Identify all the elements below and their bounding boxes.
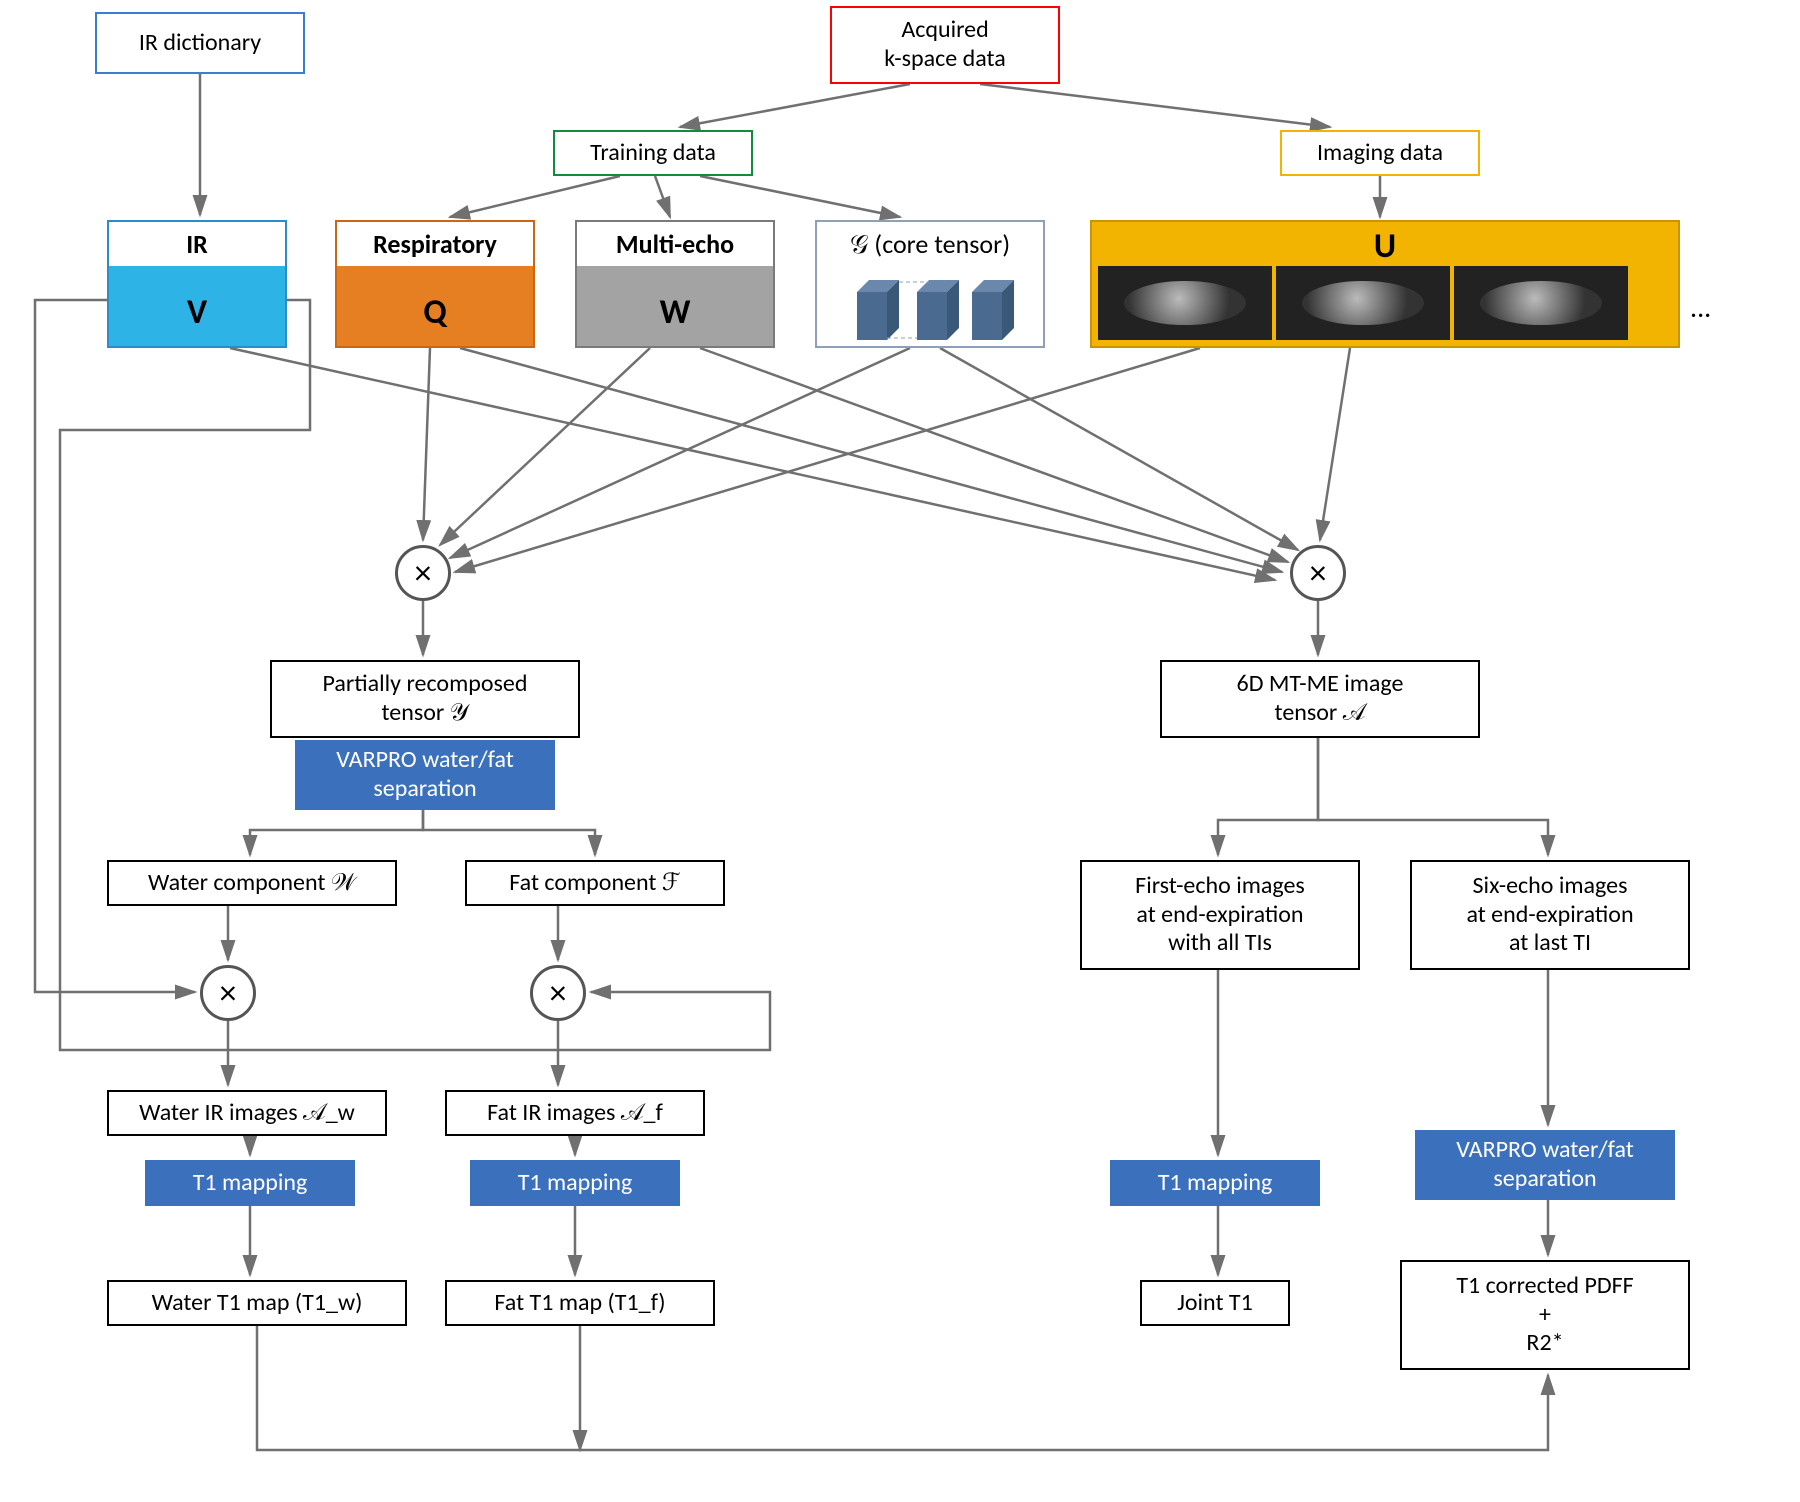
six-echo-node: Six-echo images at end-expiration at las…: [1410, 860, 1690, 970]
mri-thumb-1: [1098, 266, 1272, 340]
kspace-label: Acquired k-space data: [884, 16, 1006, 74]
resp-sym: Q: [337, 292, 533, 333]
resp-block: Respiratory Q: [335, 220, 535, 348]
t1map-water-node: T1 mapping: [145, 1160, 355, 1206]
core-block: 𝒢 (core tensor): [815, 220, 1045, 348]
water-comp-label: Water component 𝒲: [148, 869, 356, 898]
mult-water-icon: ×: [200, 965, 256, 1021]
water-comp-node: Water component 𝒲: [107, 860, 397, 906]
multi-hdr: Multi-echo: [577, 228, 773, 260]
sixd-label: 6D MT-ME image tensor 𝒜: [1237, 670, 1404, 728]
mult-left-icon: ×: [395, 545, 451, 601]
resp-hdr: Respiratory: [337, 228, 533, 260]
t1map-fat-label: T1 mapping: [518, 1169, 633, 1198]
varpro-left-node: VARPRO water/fat separation: [295, 740, 555, 810]
water-t1-node: Water T1 map (T1_w): [107, 1280, 407, 1326]
imaging-label: Imaging data: [1317, 139, 1443, 168]
t1map-fat-node: T1 mapping: [470, 1160, 680, 1206]
joint-t1-label: Joint T1: [1177, 1289, 1253, 1318]
fat-ir-label: Fat IR images 𝒜_f: [487, 1099, 663, 1128]
first-echo-label: First-echo images at end-expiration with…: [1135, 872, 1305, 958]
six-echo-label: Six-echo images at end-expiration at las…: [1466, 872, 1633, 958]
multi-block: Multi-echo W: [575, 220, 775, 348]
pdff-node: T1 corrected PDFF + R2*: [1400, 1260, 1690, 1370]
varpro-right-label: VARPRO water/fat separation: [1456, 1136, 1634, 1194]
ellipsis: ...: [1690, 290, 1711, 325]
varpro-right-node: VARPRO water/fat separation: [1415, 1130, 1675, 1200]
ir-dictionary-label: IR dictionary: [139, 29, 261, 58]
cube-icon: [847, 272, 1017, 346]
training-label: Training data: [590, 139, 716, 168]
mri-thumb-3: [1454, 266, 1628, 340]
fat-ir-node: Fat IR images 𝒜_f: [445, 1090, 705, 1136]
core-hdr: 𝒢 (core tensor): [817, 228, 1043, 261]
varpro-left-label: VARPRO water/fat separation: [336, 746, 514, 804]
mult-right-icon: ×: [1290, 545, 1346, 601]
fat-t1-node: Fat T1 map (T1_f): [445, 1280, 715, 1326]
fat-comp-label: Fat component ℱ: [509, 869, 680, 898]
sixd-tensor-node: 6D MT-ME image tensor 𝒜: [1160, 660, 1480, 738]
mri-thumb-2: [1276, 266, 1450, 340]
fat-t1-label: Fat T1 map (T1_f): [494, 1289, 665, 1318]
mult-fat-icon: ×: [530, 965, 586, 1021]
ir-dictionary-node: IR dictionary: [95, 12, 305, 74]
kspace-node: Acquired k-space data: [830, 6, 1060, 84]
joint-t1-node: Joint T1: [1140, 1280, 1290, 1326]
water-ir-node: Water IR images 𝒜_w: [107, 1090, 387, 1136]
water-ir-label: Water IR images 𝒜_w: [139, 1099, 355, 1128]
u-sym: U: [1092, 226, 1678, 267]
multi-sym: W: [577, 292, 773, 333]
ir-block: IR V: [107, 220, 287, 348]
training-node: Training data: [553, 130, 753, 176]
partial-tensor-node: Partially recomposed tensor 𝒴: [270, 660, 580, 738]
fat-comp-node: Fat component ℱ: [465, 860, 725, 906]
t1map-joint-label: T1 mapping: [1158, 1169, 1273, 1198]
t1map-water-label: T1 mapping: [193, 1169, 308, 1198]
water-t1-label: Water T1 map (T1_w): [152, 1289, 363, 1318]
ir-hdr: IR: [109, 228, 285, 260]
partial-label: Partially recomposed tensor 𝒴: [323, 670, 528, 728]
pdff-label: T1 corrected PDFF + R2*: [1456, 1272, 1633, 1358]
imaging-node: Imaging data: [1280, 130, 1480, 176]
t1map-joint-node: T1 mapping: [1110, 1160, 1320, 1206]
first-echo-node: First-echo images at end-expiration with…: [1080, 860, 1360, 970]
ir-sym: V: [109, 292, 285, 333]
u-block: U: [1090, 220, 1680, 348]
